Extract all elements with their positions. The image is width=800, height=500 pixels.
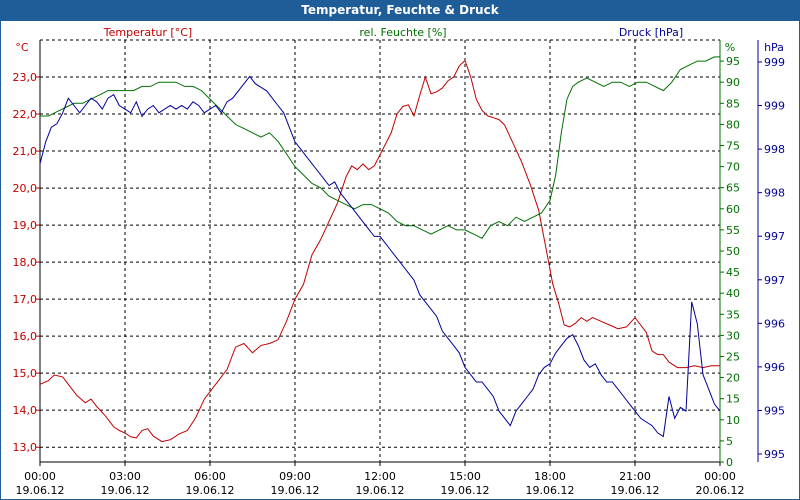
y-tick-label-pressure: 997: [764, 274, 785, 287]
y-tick-label-humidity: 60: [726, 203, 740, 216]
x-tick-time: 03:00: [109, 470, 141, 483]
y-tick-label-humidity: 65: [726, 182, 740, 195]
series-line-temperature: [39, 59, 720, 443]
y-tick-label-pressure: 995: [764, 404, 785, 417]
y-tick-label-humidity: 85: [726, 97, 740, 110]
y-tick-label-temp: 17,0: [13, 293, 38, 306]
plot-grid: [40, 39, 720, 462]
right-axis-unit-humidity: %: [725, 41, 735, 54]
y-tick-label-humidity: 15: [726, 393, 740, 406]
x-tick-date: 19.06.12: [16, 484, 65, 497]
legend-pressure: Druck [hPa]: [619, 26, 683, 39]
y-tick-label-temp: 18,0: [13, 256, 38, 269]
x-tick-date: 19.06.12: [186, 484, 235, 497]
y-tick-label-temp: 14,0: [13, 404, 38, 417]
x-tick-date: 19.06.12: [611, 484, 660, 497]
y-tick-label-temp: 15,0: [13, 367, 38, 380]
y-tick-label-pressure: 999: [764, 100, 785, 113]
series-line-humidity: [40, 56, 720, 239]
y-tick-label-temp: 20,0: [13, 182, 38, 195]
series-line-pressure: [39, 75, 721, 438]
chart-title: Temperatur, Feuchte & Druck: [0, 0, 800, 21]
y-tick-label-humidity: 35: [726, 308, 740, 321]
y-tick-label-humidity: 95: [726, 55, 740, 68]
y-tick-label-temp: 21,0: [13, 145, 38, 158]
y-tick-label-pressure: 998: [764, 143, 785, 156]
y-tick-label-pressure: 999: [764, 56, 785, 69]
y-tick-label-humidity: 30: [726, 329, 740, 342]
x-tick-time: 12:00: [364, 470, 396, 483]
y-tick-label-humidity: 50: [726, 245, 740, 258]
y-tick-label-pressure: 996: [764, 361, 785, 374]
y-tick-label-humidity: 10: [726, 414, 740, 427]
y-tick-label-humidity: 75: [726, 140, 740, 153]
y-tick-label-humidity: 70: [726, 161, 740, 174]
y-tick-label-pressure: 997: [764, 230, 785, 243]
y-tick-label-temp: 22,0: [13, 108, 38, 121]
series-lines: [39, 56, 721, 443]
x-tick-time: 06:00: [194, 470, 226, 483]
y-tick-label-temp: 13,0: [13, 441, 38, 454]
x-tick-date: 20.06.12: [696, 484, 745, 497]
x-tick-date: 19.06.12: [526, 484, 575, 497]
tick-labels: 00:0019.06.1203:0019.06.1206:0019.06.120…: [13, 55, 786, 497]
x-tick-date: 19.06.12: [101, 484, 150, 497]
x-tick-date: 19.06.12: [271, 484, 320, 497]
y-tick-label-temp: 16,0: [13, 330, 38, 343]
left-axis-unit: °C: [15, 41, 29, 54]
y-tick-label-humidity: 0: [726, 456, 733, 469]
x-tick-time: 18:00: [534, 470, 566, 483]
legend-humidity: rel. Feuchte [%]: [359, 26, 446, 39]
x-tick-date: 19.06.12: [441, 484, 490, 497]
y-tick-label-temp: 19,0: [13, 219, 38, 232]
x-tick-time: 00:00: [24, 470, 56, 483]
y-tick-label-pressure: 998: [764, 187, 785, 200]
y-tick-label-humidity: 55: [726, 224, 740, 237]
y-tick-label-humidity: 20: [726, 372, 740, 385]
y-tick-label-humidity: 90: [726, 76, 740, 89]
y-tick-label-humidity: 25: [726, 351, 740, 364]
y-tick-label-humidity: 45: [726, 266, 740, 279]
x-tick-time: 00:00: [704, 470, 736, 483]
x-tick-date: 19.06.12: [356, 484, 405, 497]
y-tick-label-humidity: 40: [726, 287, 740, 300]
y-tick-label-humidity: 5: [726, 435, 733, 448]
x-tick-time: 09:00: [279, 470, 311, 483]
legend-temperature: Temperatur [°C]: [103, 26, 192, 39]
y-tick-label-temp: 23,0: [13, 71, 38, 84]
right-axis-unit-pressure: hPa: [764, 41, 784, 54]
x-tick-time: 21:00: [619, 470, 651, 483]
y-tick-label-pressure: 996: [764, 317, 785, 330]
axis-lines: [36, 40, 762, 466]
y-tick-label-humidity: 80: [726, 118, 740, 131]
y-tick-label-pressure: 995: [764, 448, 785, 461]
x-tick-time: 15:00: [449, 470, 481, 483]
